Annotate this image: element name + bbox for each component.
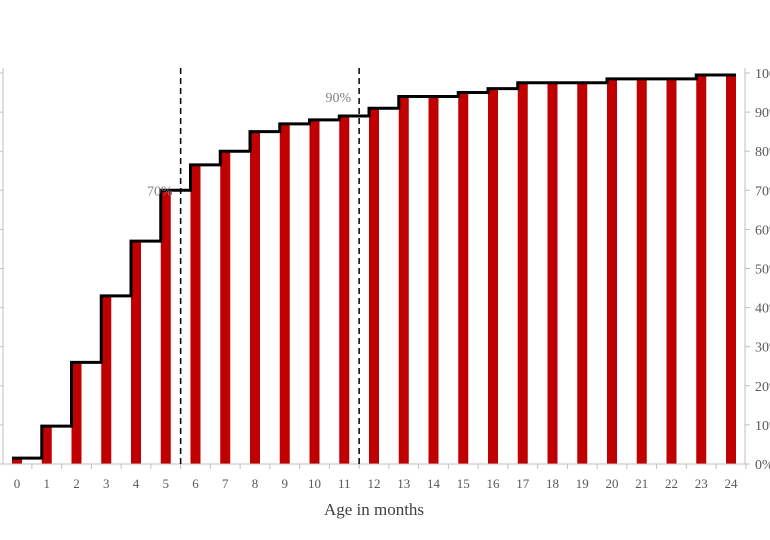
x-tick-label: 22 (665, 476, 678, 491)
threshold-label: 90% (325, 91, 351, 106)
x-tick-label: 3 (103, 476, 110, 491)
bar (12, 458, 22, 464)
step-line-path (12, 73, 736, 460)
x-tick-label: 1 (44, 476, 51, 491)
x-tick-label: 14 (427, 476, 441, 491)
x-tick-label: 4 (133, 476, 140, 491)
x-tick-label: 12 (368, 476, 381, 491)
bar (547, 82, 558, 465)
x-tick-label: 10 (308, 476, 321, 491)
bar (279, 123, 290, 464)
x-tick-label: 23 (695, 476, 708, 491)
bar (428, 96, 439, 465)
bar (220, 151, 231, 464)
x-tick-label: 19 (576, 476, 589, 491)
y-axis: 0% 10% 20% 30% 40% 50% 60% 70% 80% 90% 100% (0, 67, 770, 473)
y-tick-label: 100% (755, 67, 770, 82)
y-tick-label: 40% (755, 302, 770, 317)
y-tick-label: 60% (755, 223, 770, 238)
x-tick-label: 15 (457, 476, 470, 491)
y-tick-label: 0% (755, 458, 770, 473)
x-tick-label: 8 (252, 476, 259, 491)
y-tick-label: 70% (755, 184, 770, 199)
x-tick-label: 11 (338, 476, 351, 491)
annotations: 70% 90% (147, 68, 360, 464)
x-tick-label: 7 (222, 476, 229, 491)
y-tick-label: 30% (755, 341, 770, 356)
bar (398, 96, 409, 465)
x-tick-label: 13 (397, 476, 410, 491)
bar (636, 78, 647, 465)
bar (517, 82, 528, 465)
x-tick-label: 24 (725, 476, 739, 491)
bar (250, 131, 260, 464)
bar (101, 295, 112, 464)
x-tick-label: 17 (516, 476, 530, 491)
x-tick-label: 16 (487, 476, 501, 491)
bar (696, 74, 707, 464)
step-line (12, 73, 736, 460)
bar (369, 108, 379, 464)
bar (131, 241, 141, 464)
x-tick-label: 6 (192, 476, 199, 491)
y-tick-label: 90% (755, 106, 770, 121)
y-tick-label: 80% (755, 145, 770, 160)
bar (458, 92, 469, 465)
threshold-label: 70% (147, 184, 173, 199)
bar (190, 164, 201, 464)
bar (607, 78, 617, 465)
y-tick-label: 20% (755, 380, 770, 395)
x-tick-label: 2 (73, 476, 80, 491)
bar (339, 116, 350, 464)
y-tick-label: 50% (755, 263, 770, 278)
bar (160, 190, 171, 465)
x-tick-label: 0 (14, 476, 21, 491)
bar (41, 426, 52, 464)
bar (488, 88, 498, 464)
x-axis-title: Age in months (324, 500, 424, 519)
x-axis: 0 1 2 3 4 5 6 7 8 9 10 11 12 13 14 15 16 17 18 19 20 21 22 23 24 (3, 463, 747, 491)
bar (666, 78, 677, 465)
bars (12, 74, 736, 465)
x-tick-label: 9 (282, 476, 289, 491)
bar (309, 119, 320, 465)
x-tick-label: 20 (606, 476, 619, 491)
bar (577, 82, 588, 465)
x-tick-label: 18 (546, 476, 559, 491)
bar (726, 74, 736, 464)
y-tick-label: 10% (755, 419, 770, 434)
bar (71, 362, 82, 464)
x-tick-label: 5 (163, 476, 170, 491)
x-tick-label: 21 (635, 476, 648, 491)
